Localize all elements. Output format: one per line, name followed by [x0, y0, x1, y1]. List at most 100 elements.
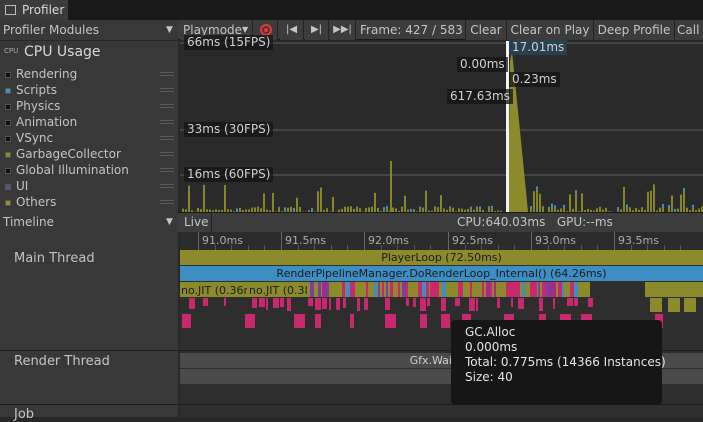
- sample-bar[interactable]: [650, 298, 662, 312]
- category-label[interactable]: UI: [16, 179, 28, 194]
- sample-bar[interactable]: [385, 314, 396, 328]
- sample-bar[interactable]: [497, 298, 500, 308]
- category-label[interactable]: Others: [16, 195, 56, 210]
- sample-bar[interactable]: [539, 298, 543, 311]
- sample-bar[interactable]: [350, 282, 355, 297]
- tooltip-title: GC.Alloc: [465, 325, 662, 340]
- sample-bar[interactable]: [538, 282, 540, 297]
- sample-bar[interactable]: [224, 298, 226, 306]
- sample-bar[interactable]: [534, 282, 537, 297]
- sample-bar[interactable]: [518, 282, 520, 297]
- sample-bar[interactable]: [266, 298, 268, 310]
- sample-bar[interactable]: [434, 282, 439, 297]
- sample-bar[interactable]: [562, 282, 564, 297]
- sample-bar[interactable]: [385, 298, 390, 310]
- sample-bar[interactable]: [374, 282, 377, 297]
- sample-bar[interactable]: [329, 298, 331, 310]
- sample-bar[interactable]: [470, 282, 472, 297]
- sample-bar[interactable]: [522, 282, 525, 297]
- last-frame-button[interactable]: ▶▶|: [330, 20, 356, 40]
- sample-bar[interactable]: [427, 298, 430, 306]
- drag-handle: [160, 200, 174, 204]
- next-frame-button[interactable]: ▶|: [305, 20, 329, 40]
- sample-bar[interactable]: [342, 282, 345, 297]
- sample-bar[interactable]: [441, 298, 446, 311]
- sample-bar[interactable]: [668, 298, 680, 312]
- sample-bar[interactable]: [588, 298, 593, 307]
- sample-bar[interactable]: [511, 298, 513, 307]
- sample-bar[interactable]: [273, 298, 279, 308]
- sample-bar[interactable]: [315, 298, 321, 310]
- sample-bar[interactable]: [458, 282, 463, 297]
- sample-bar[interactable]: [574, 282, 578, 297]
- sample-bar[interactable]: [343, 298, 346, 308]
- sample-bar[interactable]: [420, 298, 426, 311]
- sample-bar[interactable]: [442, 282, 446, 297]
- sample-bar[interactable]: [413, 298, 416, 307]
- sample-bar[interactable]: [280, 298, 284, 307]
- module-title[interactable]: CPU Usage: [24, 44, 101, 60]
- sample-bar[interactable]: [553, 298, 555, 309]
- sample-bar[interactable]: [441, 314, 450, 328]
- sample-bar[interactable]: [287, 298, 291, 311]
- call-button[interactable]: Call: [675, 20, 703, 40]
- sample-bar[interactable]: [398, 282, 400, 297]
- category-label[interactable]: Animation: [16, 115, 77, 130]
- sample-bar[interactable]: [490, 282, 492, 297]
- category-label[interactable]: Global Illumination: [16, 163, 129, 178]
- sample-bar[interactable]: [494, 282, 496, 297]
- sample-bar[interactable]: [469, 298, 475, 311]
- sample-bar[interactable]: [315, 314, 321, 328]
- sample-bar[interactable]: [182, 314, 191, 328]
- category-label[interactable]: GarbageCollector: [16, 147, 121, 162]
- sample-bar[interactable]: [301, 314, 305, 328]
- sample-bar[interactable]: [567, 298, 573, 306]
- category-swatch: [5, 168, 11, 174]
- sample-bar[interactable]: [318, 282, 321, 297]
- sample-bar[interactable]: [326, 282, 329, 297]
- clear-button[interactable]: Clear: [465, 20, 507, 40]
- sample-bar[interactable]: [252, 298, 257, 308]
- prev-frame-button[interactable]: |◀: [280, 20, 304, 40]
- sample-bar[interactable]: [382, 282, 384, 297]
- sample-bar[interactable]: [366, 282, 368, 297]
- view-dropdown[interactable]: Timeline: [0, 212, 178, 232]
- deep-profile-button[interactable]: Deep Profile: [594, 20, 675, 40]
- sample-bar[interactable]: [259, 298, 265, 307]
- sample-bar[interactable]: [350, 314, 354, 328]
- sample-bar[interactable]: [518, 298, 524, 309]
- sample-bar[interactable]: [378, 282, 380, 297]
- sample-bar[interactable]: [476, 298, 478, 311]
- category-label[interactable]: Scripts: [16, 83, 57, 98]
- sample-bar[interactable]: [390, 282, 393, 297]
- sample-bar[interactable]: [684, 298, 696, 312]
- category-label[interactable]: VSync: [16, 131, 53, 146]
- sample-bar[interactable]: [574, 298, 578, 306]
- frame-spike: [530, 206, 532, 209]
- sample-bar[interactable]: [364, 298, 368, 310]
- sample-bar[interactable]: [645, 282, 703, 297]
- sample-bar[interactable]: [420, 314, 427, 328]
- sample-bar[interactable]: [386, 282, 388, 297]
- sample-bar[interactable]: [203, 298, 208, 306]
- sample-bar[interactable]: [322, 298, 327, 309]
- sample-bar[interactable]: [245, 314, 255, 328]
- clear-on-play-button[interactable]: Clear on Play: [507, 20, 594, 40]
- live-button[interactable]: Live: [180, 212, 212, 232]
- sample-bar[interactable]: [357, 298, 360, 311]
- sample-bar[interactable]: [310, 282, 314, 297]
- sample-bar[interactable]: [406, 298, 409, 306]
- category-label[interactable]: Rendering: [16, 67, 77, 82]
- sample-bar[interactable]: [426, 282, 429, 297]
- sample-bar[interactable]: [336, 298, 340, 310]
- sample-bar[interactable]: [554, 282, 556, 297]
- sample-bar[interactable]: PlayerLoop (72.50ms): [180, 250, 703, 265]
- sample-bar[interactable]: [482, 282, 484, 297]
- sample-bar[interactable]: RenderPipelineManager.DoRenderLoop_Inter…: [180, 266, 703, 281]
- sample-bar[interactable]: [406, 282, 408, 297]
- sample-bar[interactable]: [189, 298, 195, 309]
- sample-bar[interactable]: [455, 298, 460, 306]
- sample-bar[interactable]: [308, 298, 313, 306]
- category-label[interactable]: Physics: [16, 99, 60, 114]
- modules-dropdown[interactable]: Profiler Modules: [0, 20, 178, 40]
